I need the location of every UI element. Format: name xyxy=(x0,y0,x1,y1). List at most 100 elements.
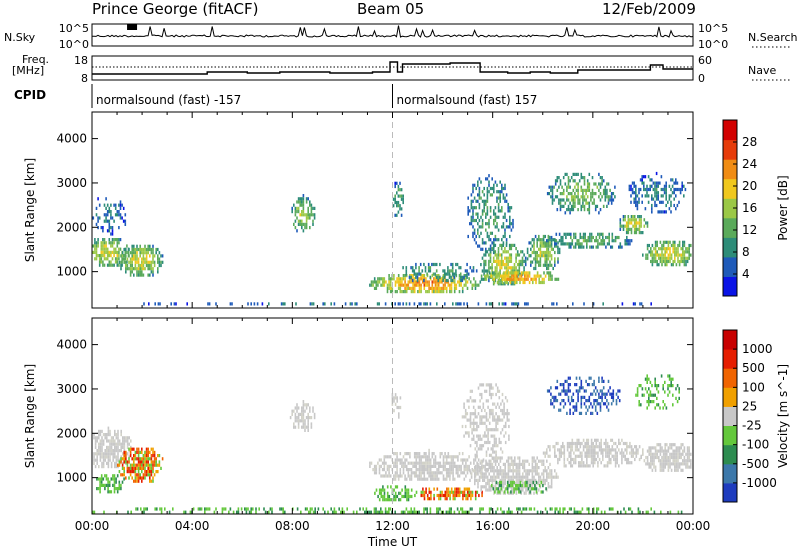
velocity-cell xyxy=(594,461,596,465)
power-cell xyxy=(655,203,658,208)
power-cell xyxy=(603,239,606,243)
power-cell xyxy=(566,185,568,189)
power-cell xyxy=(590,195,592,199)
velocity-cell xyxy=(98,465,100,469)
velocity-cell xyxy=(506,418,509,422)
power-cell xyxy=(508,266,511,270)
power-cell xyxy=(312,302,315,306)
velocity-cell xyxy=(632,454,634,458)
power-cell xyxy=(397,277,400,281)
power-cell xyxy=(418,269,420,273)
power-cell xyxy=(515,269,517,273)
power-cell xyxy=(106,247,109,251)
velocity-cell xyxy=(636,387,639,391)
power-cell xyxy=(656,253,658,257)
power-cell xyxy=(499,266,501,270)
power-cell xyxy=(508,243,511,247)
power-cell xyxy=(97,241,99,245)
velocity-cell xyxy=(648,449,650,453)
power-cell xyxy=(533,274,536,278)
velocity-cell xyxy=(399,461,402,465)
velocity-cell xyxy=(610,392,613,396)
velocity-cell xyxy=(94,439,97,443)
velocity-cell xyxy=(586,454,588,458)
velocity-cell xyxy=(396,458,398,462)
power-cell xyxy=(150,267,153,271)
power-cell xyxy=(641,200,643,204)
velocity-cell xyxy=(123,473,125,477)
velocity-cell xyxy=(98,452,100,456)
power-cell xyxy=(442,290,445,294)
power-cell xyxy=(505,193,508,197)
velocity-cell xyxy=(301,406,303,410)
power-cell xyxy=(499,269,501,273)
power-cell xyxy=(478,202,481,207)
velocity-cell xyxy=(152,479,154,483)
velocity-cell xyxy=(106,452,108,456)
velocity-cell xyxy=(578,448,580,452)
velocity-cell xyxy=(547,472,550,476)
velocity-cell xyxy=(580,379,583,383)
power-cell xyxy=(491,177,493,181)
power-cell xyxy=(119,203,122,207)
velocity-cell xyxy=(532,487,535,491)
power-cell xyxy=(111,250,114,254)
power-cell xyxy=(670,200,672,204)
velocity-cell xyxy=(485,440,488,445)
power-cell xyxy=(635,187,637,192)
velocity-cell xyxy=(473,461,475,465)
power-cell xyxy=(413,272,416,276)
velocity-cell xyxy=(113,487,116,491)
velocity-cell xyxy=(598,379,600,383)
power-cell xyxy=(532,280,534,285)
velocity-cell xyxy=(535,490,538,494)
power-cell xyxy=(494,206,497,210)
velocity-cell xyxy=(380,464,382,468)
power-cell xyxy=(632,218,634,222)
velocity-cell xyxy=(131,457,133,461)
power-cell xyxy=(635,197,637,201)
power-cell xyxy=(375,286,378,290)
power-cell xyxy=(302,210,305,214)
power-cell xyxy=(396,290,398,294)
velocity-cell xyxy=(396,494,399,499)
power-cell xyxy=(558,239,561,243)
velocity-cell xyxy=(558,451,561,455)
velocity-cell xyxy=(102,465,105,469)
velocity-cell xyxy=(656,443,658,447)
velocity-cell xyxy=(388,468,390,472)
velocity-cell xyxy=(413,464,416,468)
velocity-cell xyxy=(468,487,471,491)
velocity-cell xyxy=(487,399,489,403)
power-cell xyxy=(131,267,133,271)
power-cell xyxy=(110,260,112,264)
power-cell xyxy=(539,241,542,245)
power-cell xyxy=(397,283,400,287)
velocity-cell xyxy=(375,488,378,492)
power-cell xyxy=(630,218,633,222)
velocity-cell xyxy=(688,455,690,460)
velocity-cell xyxy=(646,377,648,381)
power-cell xyxy=(562,235,564,240)
power-cell xyxy=(659,259,662,264)
velocity-cell xyxy=(136,473,138,477)
power-cell xyxy=(639,187,642,192)
velocity-cell xyxy=(121,466,124,470)
power-cell xyxy=(647,200,650,204)
velocity-cell xyxy=(559,392,562,396)
velocity-cell xyxy=(480,396,483,400)
power-cell xyxy=(493,183,495,187)
power-cell xyxy=(675,247,678,251)
velocity-cell xyxy=(114,439,116,443)
velocity-cell xyxy=(649,400,652,404)
power-cell xyxy=(525,274,528,278)
velocity-cell xyxy=(153,463,156,467)
power-cell xyxy=(351,302,353,306)
velocity-cell xyxy=(125,454,127,458)
velocity-cell xyxy=(501,469,503,473)
power-cell xyxy=(540,280,542,285)
velocity-cell xyxy=(493,478,495,482)
velocity-cell xyxy=(417,477,419,481)
velocity-cell xyxy=(107,487,109,491)
power-cell xyxy=(507,250,509,254)
